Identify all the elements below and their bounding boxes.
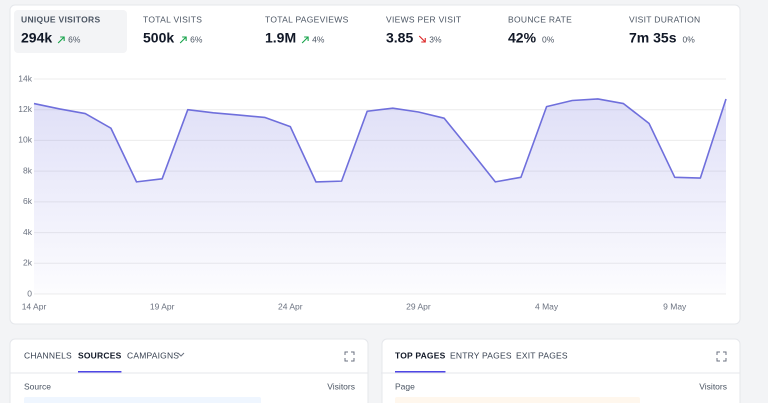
stat-label[interactable]: BOUNCE RATE	[508, 14, 572, 24]
x-tick-label: 19 Apr	[150, 301, 175, 311]
stat-change: 0%	[542, 34, 555, 44]
trend-arrow	[57, 36, 65, 44]
x-tick-label: 24 Apr	[278, 301, 303, 311]
y-tick-label: 14k	[18, 73, 32, 83]
stat-value: 42%	[508, 30, 537, 46]
left-panel	[9, 338, 369, 403]
column-header: Page	[395, 381, 415, 391]
trend-arrow	[301, 36, 309, 44]
area	[34, 98, 726, 294]
stat-label[interactable]: VISIT DURATION	[629, 14, 700, 24]
column-header: Source	[24, 381, 51, 391]
stat-label[interactable]: UNIQUE VISITORS	[21, 14, 100, 24]
expand-icon[interactable]	[344, 351, 355, 362]
stat-change: 6%	[190, 34, 203, 44]
y-tick-label: 2k	[23, 258, 33, 268]
y-tick-label: 6k	[23, 196, 33, 206]
x-tick-label: 4 May	[535, 301, 559, 311]
tab[interactable]: EXIT PAGES	[516, 350, 568, 360]
right-panel	[381, 338, 741, 403]
tab[interactable]: SOURCES	[78, 350, 122, 360]
expand-icon[interactable]	[716, 351, 727, 362]
trend-arrow	[179, 36, 187, 44]
stat-value: 1.9M	[265, 30, 296, 46]
trend-arrow	[418, 35, 426, 43]
row-bar	[24, 397, 261, 403]
stat-value: 3.85	[386, 30, 413, 46]
x-tick-label: 9 May	[663, 301, 687, 311]
y-tick-label: 10k	[18, 135, 32, 145]
row-bar	[395, 397, 640, 403]
stat-value: 294k	[21, 30, 52, 46]
y-tick-label: 0	[27, 288, 32, 298]
x-tick-label: 29 Apr	[406, 301, 431, 311]
tab[interactable]: TOP PAGES	[395, 350, 446, 360]
stat-change: 6%	[68, 34, 81, 44]
stat-label[interactable]: TOTAL PAGEVIEWS	[265, 14, 349, 24]
stat-label[interactable]: TOTAL VISITS	[143, 14, 202, 24]
stat-change: 4%	[312, 34, 325, 44]
stat-highlight	[14, 10, 127, 53]
y-tick-label: 8k	[23, 165, 33, 175]
stat-value: 7m 35s	[629, 30, 677, 46]
column-header: Visitors	[327, 381, 355, 391]
tab[interactable]: ENTRY PAGES	[450, 350, 512, 360]
dropdown-chevron[interactable]	[177, 352, 185, 357]
y-tick-label: 12k	[18, 104, 32, 114]
stat-value: 500k	[143, 30, 174, 46]
y-tick-label: 4k	[23, 227, 33, 237]
column-header: Visitors	[699, 381, 727, 391]
tab[interactable]: CHANNELS	[24, 350, 72, 360]
tab[interactable]: CAMPAIGNS	[127, 350, 179, 360]
stat-change: 0%	[682, 34, 695, 44]
x-tick-label: 14 Apr	[22, 301, 47, 311]
line	[33, 98, 727, 183]
stat-label[interactable]: VIEWS PER VISIT	[386, 14, 461, 24]
stat-change: 3%	[429, 34, 442, 44]
